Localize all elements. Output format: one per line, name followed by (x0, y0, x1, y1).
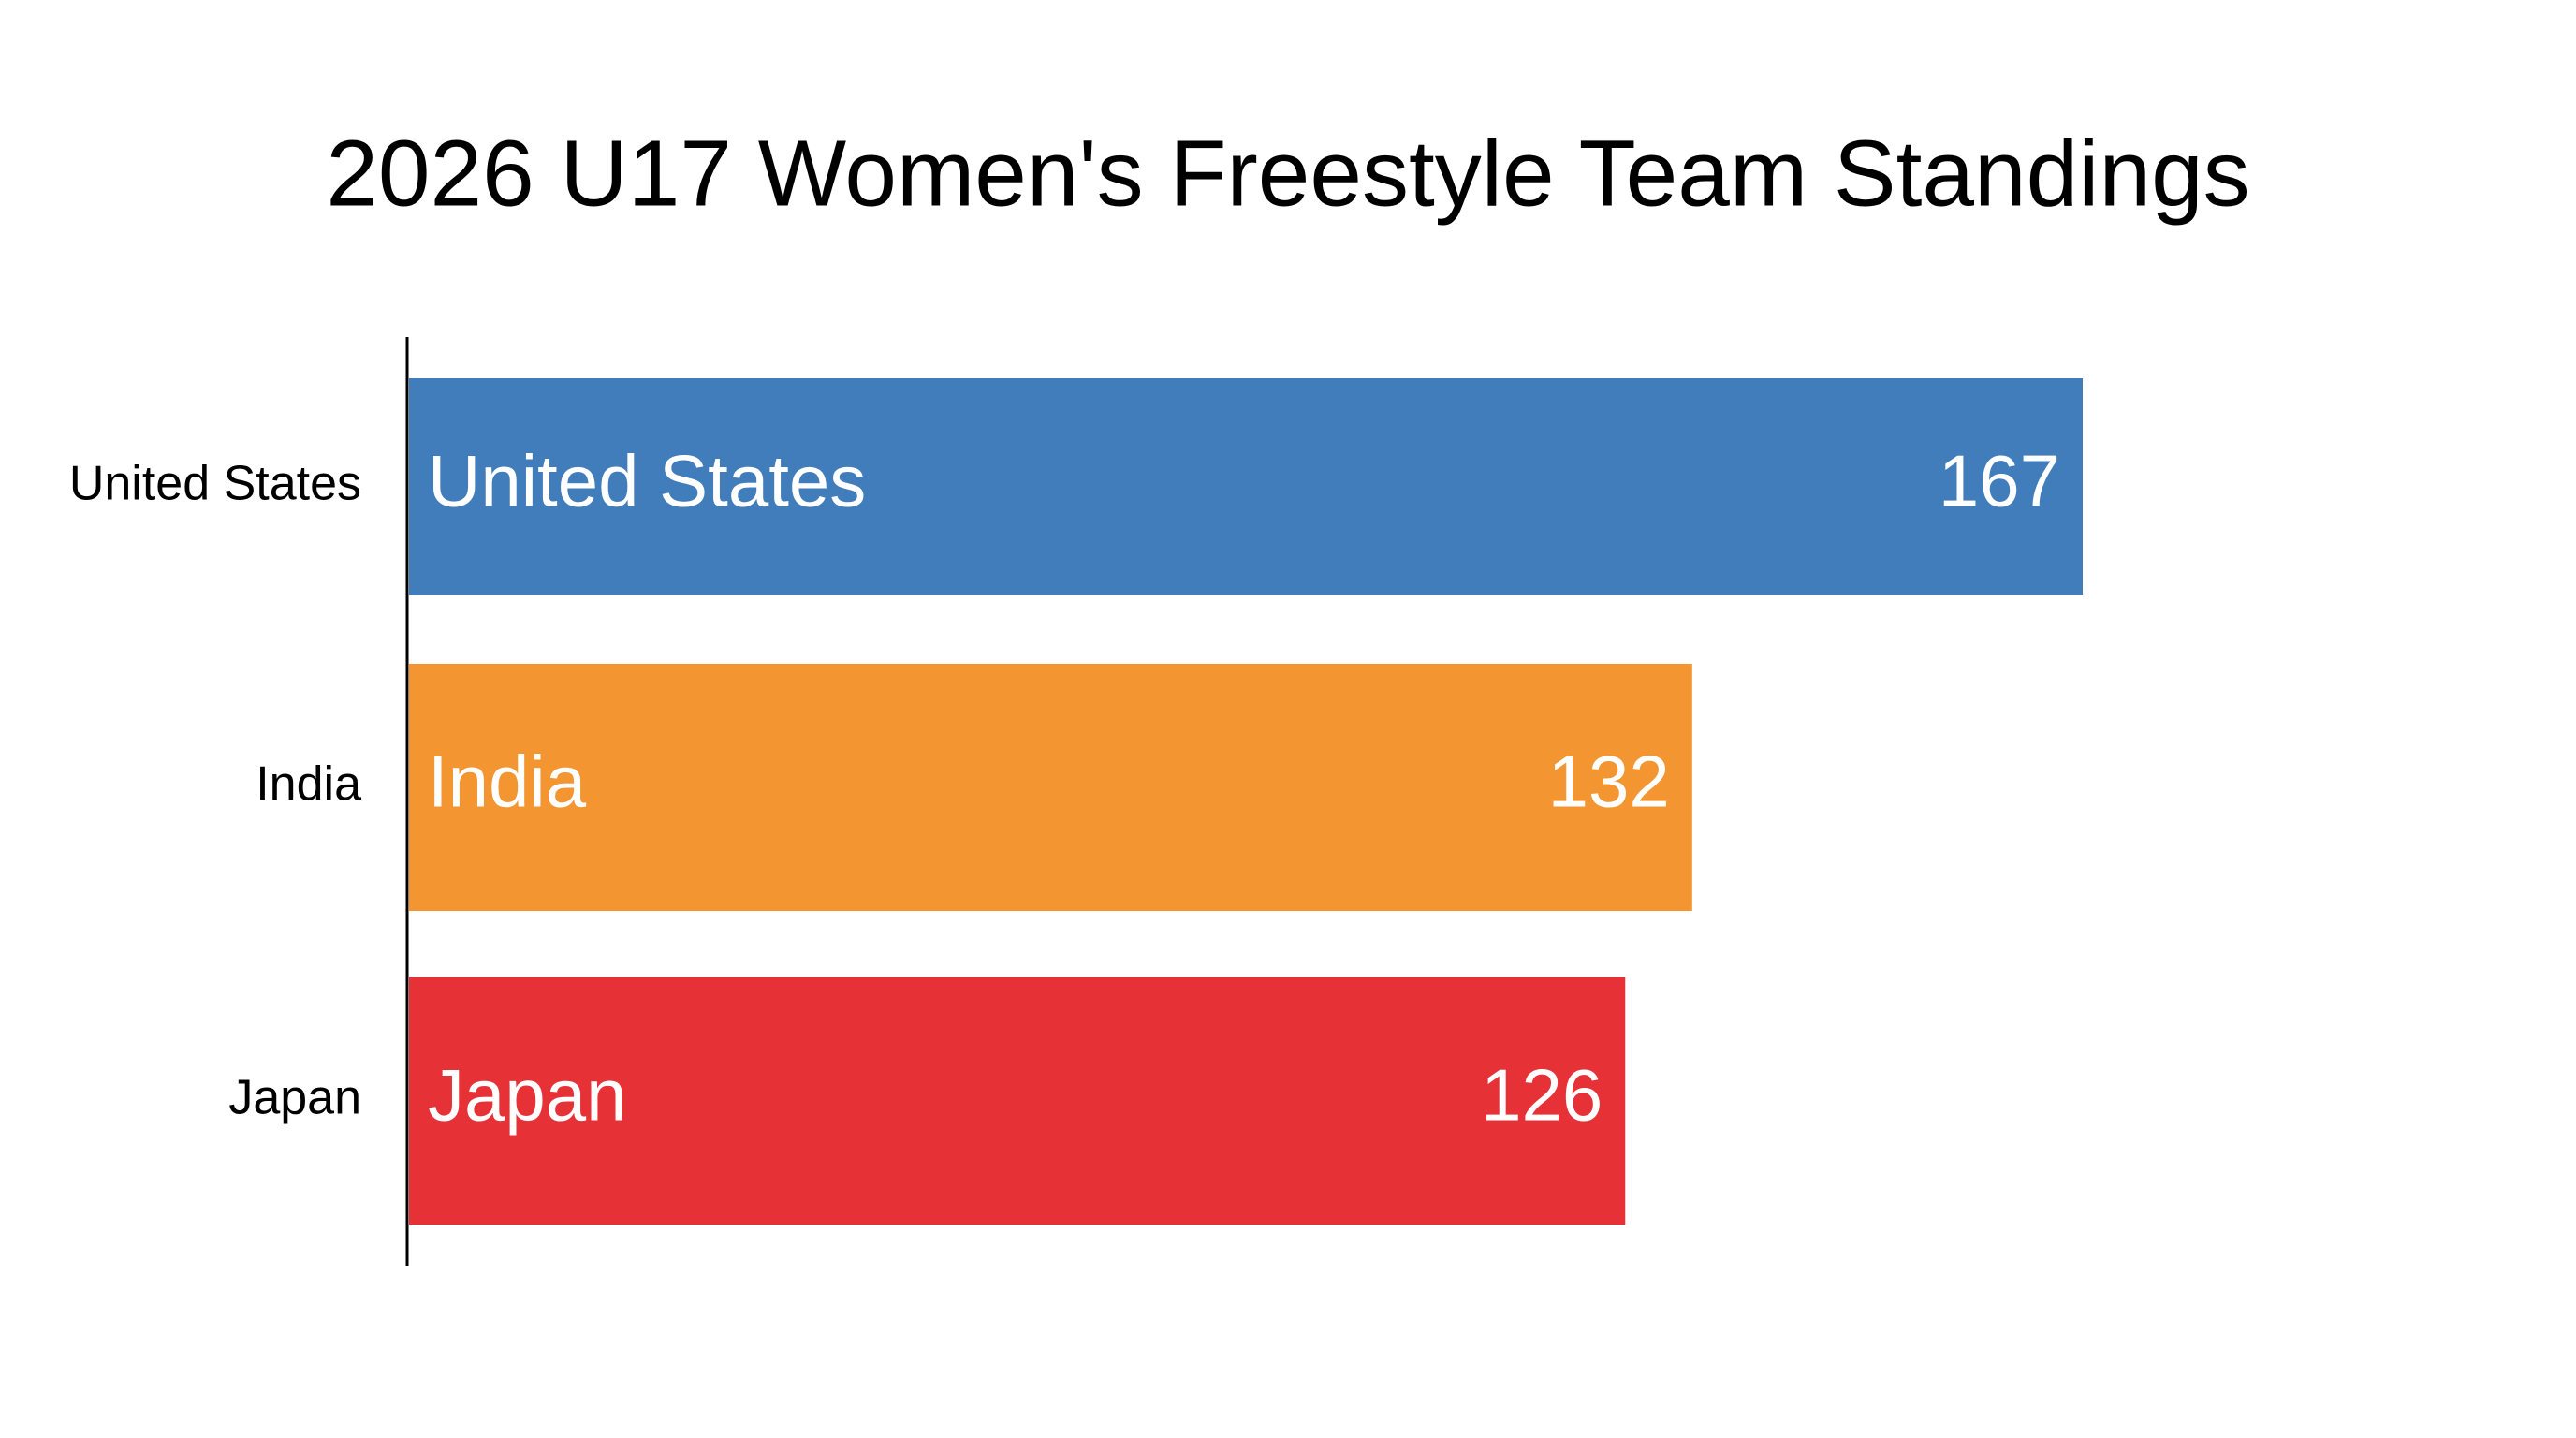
bar-category-label: United States (428, 440, 866, 522)
bar (409, 664, 1692, 911)
bar-category-label: Japan (428, 1054, 627, 1137)
bar-category-label: India (428, 741, 587, 823)
value-label: 132 (1548, 741, 1670, 823)
y-tick-label: United States (69, 457, 361, 511)
chart-title: 2026 U17 Women's Freestyle Team Standing… (326, 121, 2249, 226)
y-tick-label: Japan (228, 1071, 361, 1125)
bar (409, 977, 1626, 1225)
y-tick-label: India (256, 757, 361, 812)
value-label: 126 (1481, 1054, 1603, 1137)
bar (409, 378, 2083, 595)
value-label: 167 (1939, 440, 2060, 522)
